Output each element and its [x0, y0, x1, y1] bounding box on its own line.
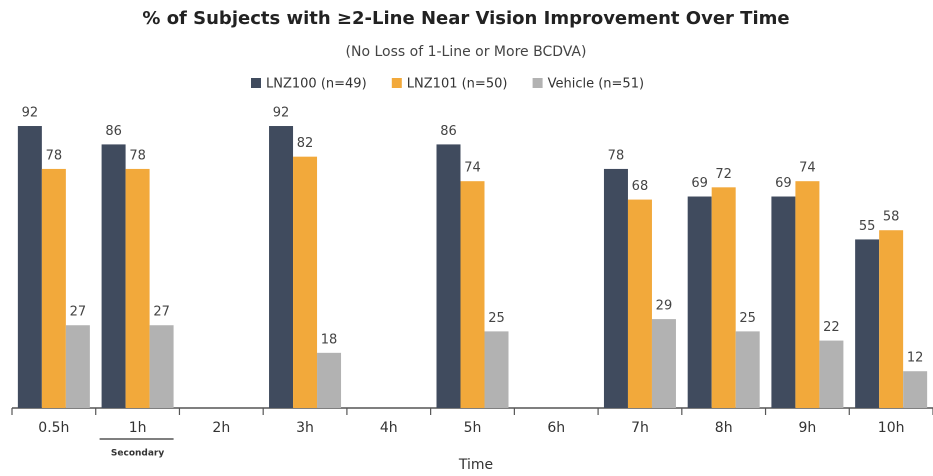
bar: [484, 331, 509, 408]
data-label: 92: [22, 106, 39, 121]
data-label: 55: [859, 219, 876, 234]
x-tick-label: 9h: [799, 420, 817, 436]
data-label: 78: [608, 148, 625, 163]
x-tick-label: 0.5h: [38, 420, 69, 436]
x-tick-label: 3h: [296, 420, 314, 436]
data-label: 86: [440, 124, 457, 139]
data-label: 69: [775, 176, 792, 191]
data-label: 18: [321, 332, 338, 347]
data-label: 78: [46, 148, 63, 163]
x-tick-label: 5h: [464, 420, 482, 436]
data-label: 25: [488, 311, 505, 326]
x-axis-title: Time: [458, 457, 493, 473]
x-tick-label: 10h: [878, 420, 905, 436]
data-label: 27: [153, 305, 170, 320]
data-label: 68: [632, 179, 649, 194]
bar: [317, 352, 342, 408]
bar: [711, 187, 736, 408]
bar: [855, 239, 880, 408]
bar: [293, 156, 318, 408]
bar: [603, 168, 628, 408]
bar: [819, 340, 844, 408]
bar: [436, 144, 461, 408]
x-tick-label: 4h: [380, 420, 398, 436]
bar: [627, 199, 652, 408]
legend-label: Vehicle (n=51): [548, 77, 644, 92]
chart-subtitle: (No Loss of 1-Line or More BCDVA): [346, 44, 587, 60]
x-tick-label: 2h: [212, 420, 230, 436]
x-tick-label: 6h: [547, 420, 565, 436]
data-label: 72: [715, 167, 732, 182]
data-label: 29: [656, 299, 673, 314]
bar: [903, 371, 928, 408]
data-label: 86: [105, 124, 122, 139]
legend-label: LNZ101 (n=50): [407, 77, 508, 92]
bar: [771, 196, 796, 408]
data-label: 82: [297, 136, 314, 151]
bar: [41, 168, 66, 408]
data-label: 58: [883, 210, 900, 225]
annotation: Secondary: [111, 449, 164, 459]
data-label: 74: [799, 161, 816, 176]
legend-label: LNZ100 (n=49): [266, 77, 367, 92]
bar: [735, 331, 760, 408]
bar: [879, 230, 904, 408]
data-label: 69: [691, 176, 708, 191]
data-label: 12: [907, 351, 924, 366]
data-label: 27: [70, 305, 87, 320]
data-label: 22: [823, 320, 840, 335]
x-tick-label: 1h: [129, 420, 147, 436]
bar: [795, 181, 820, 408]
chart-title: % of Subjects with ≥2-Line Near Vision I…: [142, 8, 789, 29]
bar: [65, 325, 90, 408]
data-label: 78: [129, 148, 146, 163]
data-label: 74: [464, 161, 481, 176]
bar: [687, 196, 712, 408]
bar: [101, 144, 126, 408]
bar: [460, 181, 485, 408]
legend-swatch: [532, 78, 543, 88]
bar: [149, 325, 174, 408]
x-tick-label: 8h: [715, 420, 733, 436]
bar: [651, 319, 676, 408]
bar: [125, 168, 150, 408]
bar: [17, 126, 42, 409]
data-label: 25: [739, 311, 756, 326]
data-label: 92: [273, 106, 290, 121]
bar: [269, 126, 294, 409]
legend-swatch: [391, 78, 402, 88]
x-tick-label: 7h: [631, 420, 649, 436]
legend-swatch: [251, 78, 261, 88]
